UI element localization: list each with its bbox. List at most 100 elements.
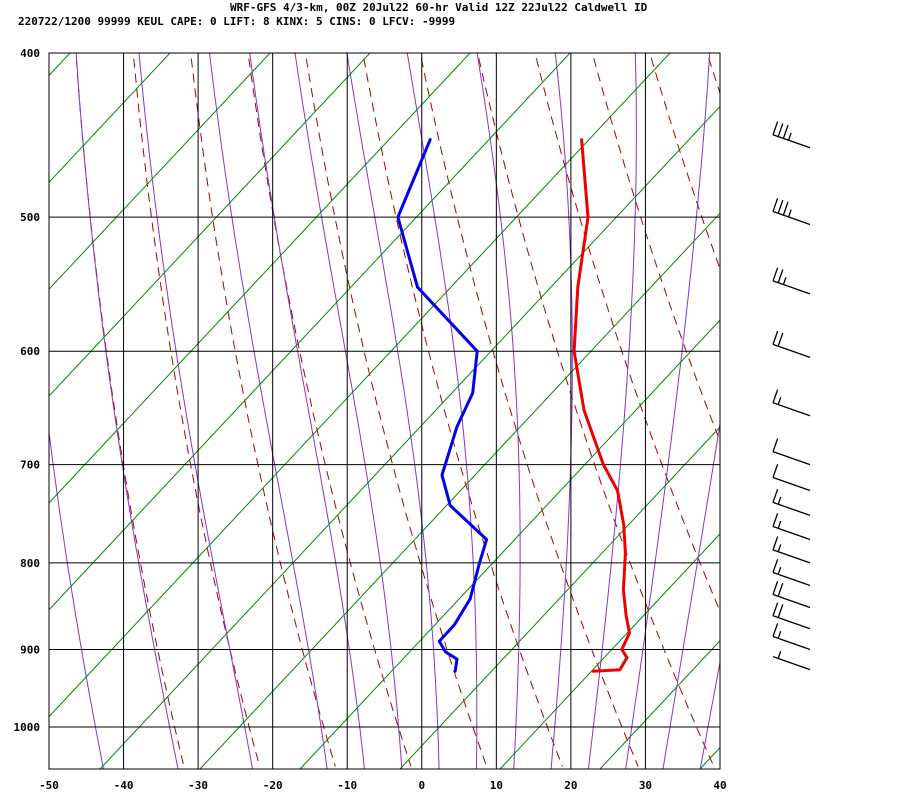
wind-barb — [772, 650, 811, 671]
chart-title: WRF-GFS 4/3-km, 00Z 20Jul22 60-hr Valid … — [230, 1, 648, 14]
moist-adiabat-line — [0, 44, 29, 770]
wind-barb — [772, 581, 811, 609]
dry-adiabat-line — [649, 53, 720, 271]
y-tick-label: 900 — [20, 643, 40, 656]
wind-barb-feather — [772, 581, 779, 595]
dry-adiabat-line — [75, 53, 185, 767]
wind-barb-half-feather — [777, 630, 782, 639]
x-tick-label: 30 — [639, 779, 652, 792]
wind-barb-staff — [772, 134, 811, 149]
wind-barb-feather — [782, 201, 789, 216]
wind-barb-feather — [777, 269, 784, 283]
wind-barb — [772, 513, 811, 541]
moist-adiabat-line — [699, 659, 720, 769]
wind-barb — [772, 267, 811, 295]
mixing-ratio-line — [49, 53, 271, 290]
wind-barb-half-feather — [777, 496, 782, 505]
wind-barb-staff — [772, 451, 811, 466]
wind-barb-feather — [772, 513, 779, 527]
dry-adiabat-line — [419, 53, 639, 767]
mixing-ratio-line — [399, 426, 720, 769]
dry-adiabat-line — [132, 53, 261, 767]
grid-lines — [49, 52, 720, 769]
wind-barb-feather — [777, 123, 784, 137]
wind-barb-feather — [777, 332, 784, 347]
wind-barb-half-feather — [777, 520, 782, 529]
wind-barb-feather — [772, 623, 779, 637]
mixing-ratio-line — [99, 105, 720, 769]
wind-barb — [772, 464, 811, 492]
moist-adiabat-line — [75, 53, 179, 769]
moist-adiabat-line — [476, 53, 521, 769]
moist-adiabat-line — [550, 53, 573, 769]
wind-barb — [772, 623, 811, 651]
mixing-ratio-line — [49, 53, 71, 77]
x-tick-label: 10 — [490, 779, 503, 792]
temperature-profile-line — [572, 138, 631, 673]
x-tick-label: -40 — [114, 779, 134, 792]
wind-barb-feather — [777, 604, 784, 618]
wind-barb — [772, 121, 811, 149]
dry-adiabat-line — [362, 53, 563, 767]
moist-adiabat-line — [249, 53, 366, 769]
dewpoint-profile-line — [396, 138, 489, 673]
moist-adiabat-line — [625, 53, 711, 769]
y-tick-label: 400 — [20, 47, 40, 60]
mixing-ratio-line — [699, 746, 720, 769]
wind-barb — [772, 330, 811, 358]
mixing-ratio-line — [49, 53, 371, 397]
wind-barb-feather — [772, 464, 779, 478]
wind-barb — [772, 559, 811, 587]
moist-adiabat-line — [346, 53, 440, 769]
wind-barb-feather — [772, 198, 779, 212]
moist-adiabat-line — [138, 53, 254, 769]
dry-adiabat-line — [304, 53, 488, 767]
wind-barbs — [772, 121, 811, 671]
dry-adiabat-line — [876, 44, 900, 767]
wind-barb-feather — [772, 267, 779, 282]
sounding-profiles — [396, 138, 631, 673]
wind-barb-staff — [772, 210, 811, 226]
wind-barb-staff — [772, 635, 811, 651]
wind-barb-feather — [772, 438, 779, 452]
wind-barb-half-feather — [777, 544, 782, 552]
wind-barb-half-feather — [787, 132, 792, 141]
wind-barb-staff — [772, 593, 811, 609]
x-tick-label: -30 — [188, 779, 208, 792]
dry-adiabat-line — [477, 53, 715, 767]
y-tick-label: 800 — [20, 557, 40, 570]
moist-adiabat-line — [737, 44, 885, 770]
dry-adiabat-line — [190, 53, 336, 767]
moist-adiabat-line — [662, 420, 720, 769]
moist-adiabat-line — [775, 44, 900, 770]
wind-barb-feather — [772, 121, 779, 135]
dry-adiabat-line — [761, 44, 900, 767]
chart-stats-line: 220722/1200 99999 KEUL CAPE: 0 LIFT: 8 K… — [18, 15, 455, 28]
wind-barb-staff — [772, 615, 811, 630]
wind-barb-half-feather — [787, 209, 792, 218]
moist-adiabat-line — [587, 53, 637, 769]
wind-barb-half-feather — [777, 397, 782, 405]
moist-adiabat-line — [812, 44, 900, 770]
y-tick-label: 1000 — [14, 721, 41, 734]
plot-frame — [48, 52, 721, 770]
wind-barb-half-feather — [777, 566, 782, 575]
dry-adiabat-line — [247, 53, 412, 767]
dry-adiabat-line — [706, 53, 720, 95]
wind-barb-staff — [772, 549, 811, 564]
wind-barb — [772, 198, 811, 226]
y-tick-label: 600 — [20, 345, 40, 358]
wind-barb — [772, 488, 811, 517]
dry-adiabat-line — [534, 53, 720, 613]
x-tick-label: 40 — [713, 779, 726, 792]
wind-barb-staff — [772, 571, 811, 587]
x-tick-label: -50 — [39, 779, 59, 792]
wind-barb-half-feather — [782, 277, 787, 285]
wind-barb — [772, 438, 811, 466]
x-tick-label: 20 — [564, 779, 577, 792]
dry-adiabat-line — [591, 53, 720, 443]
wind-barb-staff — [772, 280, 811, 295]
wind-barb — [772, 602, 811, 630]
mixing-ratio-line — [49, 53, 571, 611]
x-tick-label: -20 — [263, 779, 283, 792]
